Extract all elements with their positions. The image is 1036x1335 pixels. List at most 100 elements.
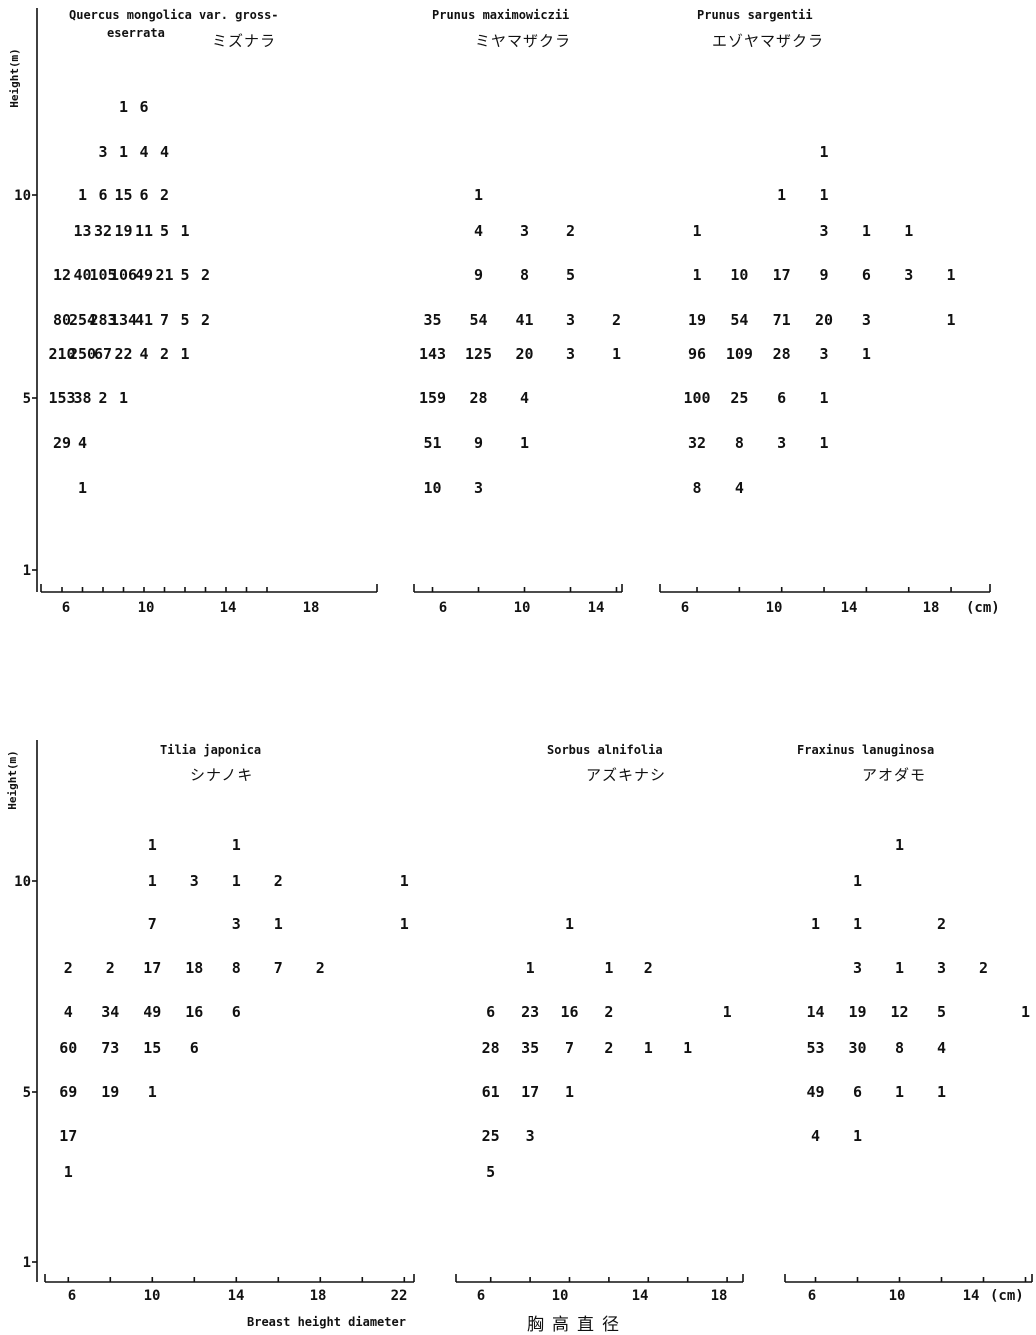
x-tick-label: 18 (303, 600, 320, 616)
data-count: 15 (143, 1039, 161, 1057)
x-tick-label: 6 (477, 1288, 485, 1304)
data-count: 3 (98, 143, 107, 161)
data-count: 105 (89, 266, 116, 284)
data-count: 9 (474, 434, 483, 452)
data-count: 34 (101, 1003, 119, 1021)
data-count: 3 (904, 266, 913, 284)
data-count: 3 (820, 345, 829, 363)
data-count: 4 (735, 479, 744, 497)
data-count: 41 (135, 311, 153, 329)
data-count: 6 (139, 98, 148, 116)
panel-title: Prunus maximowiczii (432, 8, 569, 22)
data-count: 10 (730, 266, 748, 284)
data-count: 13 (73, 222, 91, 240)
data-count: 18 (185, 959, 203, 977)
data-count: 49 (135, 266, 153, 284)
data-count: 1 (683, 1039, 692, 1057)
data-count: 41 (515, 311, 533, 329)
data-count: 1 (820, 434, 829, 452)
data-count: 1 (862, 345, 871, 363)
x-tick-label: 6 (808, 1288, 816, 1304)
data-count: 250 (69, 345, 96, 363)
panel-title: Quercus mongolica var. gross- (69, 8, 279, 22)
data-count: 7 (160, 311, 169, 329)
data-count: 20 (815, 311, 833, 329)
x-tick-label: 6 (681, 600, 689, 616)
panel-title-japanese: ミズナラ (212, 32, 276, 50)
x-tick-label: 10 (144, 1288, 161, 1304)
data-count: 1 (947, 311, 956, 329)
data-count: 67 (94, 345, 112, 363)
data-count: 5 (937, 1003, 946, 1021)
data-count: 1 (180, 222, 189, 240)
data-count: 2 (979, 959, 988, 977)
y-axis-label: Height(m) (8, 48, 21, 108)
data-count: 2 (604, 1039, 613, 1057)
panel: Quercus mongolica var. gross-eserrata ミズナ… (40, 8, 378, 616)
data-count: 8 (232, 959, 241, 977)
data-count: 3 (820, 222, 829, 240)
data-count: 28 (469, 389, 487, 407)
data-count: 17 (521, 1083, 539, 1101)
data-count: 30 (848, 1039, 866, 1057)
data-count: 11 (135, 222, 153, 240)
data-count: 159 (419, 389, 446, 407)
data-count: 1 (78, 186, 87, 204)
data-count: 5 (486, 1163, 495, 1181)
data-count: 2 (566, 222, 575, 240)
data-count: 19 (101, 1083, 119, 1101)
data-count: 20 (515, 345, 533, 363)
data-count: 3 (232, 915, 241, 933)
data-count: 1 (180, 345, 189, 363)
data-count: 1 (274, 915, 283, 933)
data-count: 1 (811, 915, 820, 933)
data-count: 1 (400, 915, 409, 933)
data-count: 28 (773, 345, 791, 363)
data-count: 12 (53, 266, 71, 284)
data-count: 2 (160, 186, 169, 204)
data-count: 2 (316, 959, 325, 977)
data-count: 9 (474, 266, 483, 284)
data-count: 2 (644, 959, 653, 977)
data-count: 1 (474, 186, 483, 204)
data-count: 29 (53, 434, 71, 452)
data-count: 69 (59, 1083, 77, 1101)
data-count: 1 (693, 222, 702, 240)
data-count: 2 (274, 872, 283, 890)
data-count: 3 (862, 311, 871, 329)
x-unit-label: (cm) (990, 1288, 1024, 1304)
x-tick-label: 10 (138, 600, 155, 616)
data-count: 143 (419, 345, 446, 363)
data-count: 5 (180, 311, 189, 329)
y-tick-label: 5 (23, 391, 31, 407)
data-count: 7 (148, 915, 157, 933)
data-count: 1 (148, 1083, 157, 1101)
data-count: 1 (853, 872, 862, 890)
data-count: 1 (723, 1003, 732, 1021)
data-count: 1 (937, 1083, 946, 1101)
data-count: 1 (526, 959, 535, 977)
data-count: 1 (820, 389, 829, 407)
data-count: 4 (139, 143, 148, 161)
data-count: 5 (180, 266, 189, 284)
data-count: 96 (688, 345, 706, 363)
data-count: 254 (69, 311, 96, 329)
data-count: 6 (862, 266, 871, 284)
data-count: 210 (48, 345, 75, 363)
data-count: 8 (693, 479, 702, 497)
x-tick-label: 18 (310, 1288, 327, 1304)
data-count: 4 (520, 389, 529, 407)
data-count: 19 (114, 222, 132, 240)
data-count: 32 (94, 222, 112, 240)
y-tick-label: 10 (14, 874, 31, 890)
panel-title-japanese: アオダモ (862, 766, 926, 784)
x-tick-label: 22 (391, 1288, 408, 1304)
data-count: 73 (101, 1039, 119, 1057)
data-count: 1 (904, 222, 913, 240)
x-tick-label: 18 (923, 600, 940, 616)
